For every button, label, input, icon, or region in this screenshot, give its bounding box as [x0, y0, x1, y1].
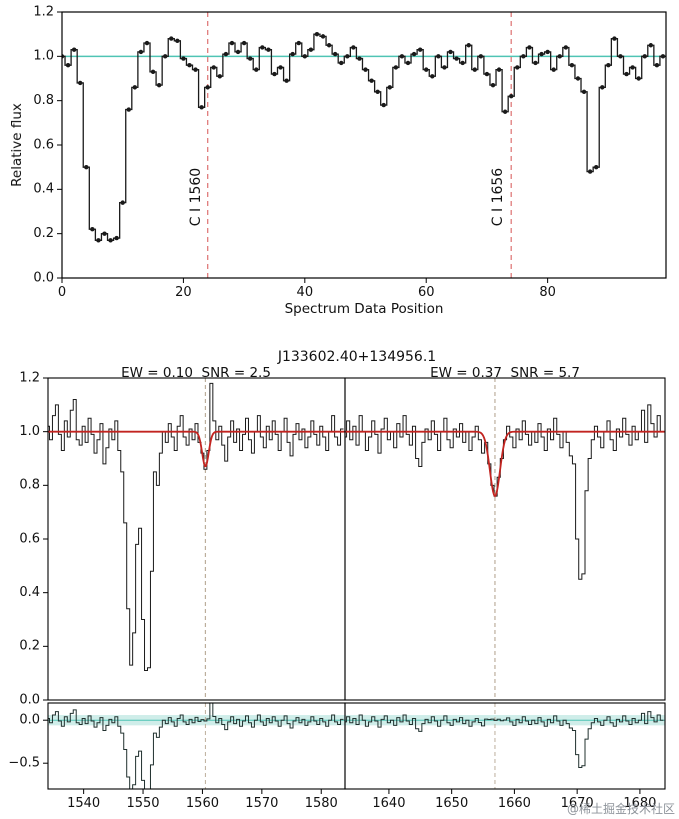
watermark: @稀土掘金技术社区: [566, 802, 675, 816]
top-xaxis-label: Spectrum Data Position: [284, 301, 444, 317]
line-fit-figure: [0, 348, 679, 819]
left-panel-header: EW = 0.10 SNR = 2.5: [121, 365, 271, 381]
ci-1656-annotation: C I 1656: [490, 167, 506, 227]
top-yaxis-label: Relative flux: [9, 103, 25, 187]
right-panel-header: EW = 0.37 SNR = 5.7: [430, 365, 580, 381]
bottom-figure-title: J133602.40+134956.1: [277, 349, 437, 365]
ci-1560-annotation: C I 1560: [188, 167, 204, 227]
top-spectrum-chart: [0, 0, 679, 335]
